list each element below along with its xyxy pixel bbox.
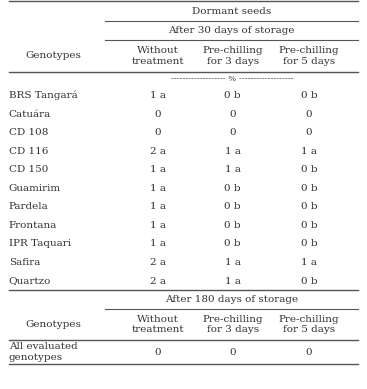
Text: ------------------- % -------------------: ------------------- % ------------------… (171, 75, 293, 83)
Text: Pardela: Pardela (9, 202, 48, 211)
Text: After 30 days of storage: After 30 days of storage (168, 26, 295, 35)
Text: 1 a: 1 a (150, 202, 166, 211)
Text: Dormant seeds: Dormant seeds (192, 7, 271, 16)
Text: Pre-chilling
for 5 days: Pre-chilling for 5 days (279, 46, 339, 65)
Text: 1 a: 1 a (150, 240, 166, 249)
Text: 1 a: 1 a (150, 184, 166, 193)
Text: Frontana: Frontana (9, 221, 57, 230)
Text: 2 a: 2 a (150, 258, 166, 267)
Text: 0: 0 (155, 128, 161, 137)
Text: 0 b: 0 b (301, 165, 317, 174)
Text: 0: 0 (306, 128, 312, 137)
Text: 0: 0 (306, 110, 312, 119)
Text: After 180 days of storage: After 180 days of storage (165, 295, 298, 304)
Text: 0: 0 (229, 348, 236, 357)
Text: Genotypes: Genotypes (25, 320, 81, 329)
Text: Pre-chilling
for 3 days: Pre-chilling for 3 days (202, 46, 263, 65)
Text: 0 b: 0 b (301, 91, 317, 100)
Text: 0: 0 (306, 348, 312, 357)
Text: 0: 0 (155, 348, 161, 357)
Text: 0: 0 (155, 110, 161, 119)
Text: 0 b: 0 b (224, 184, 241, 193)
Text: 1 a: 1 a (301, 147, 317, 156)
Text: 0 b: 0 b (224, 91, 241, 100)
Text: 0 b: 0 b (301, 202, 317, 211)
Text: 2 a: 2 a (150, 147, 166, 156)
Text: 2 a: 2 a (150, 277, 166, 286)
Text: 0 b: 0 b (301, 240, 317, 249)
Text: 1 a: 1 a (225, 258, 241, 267)
Text: Catuára: Catuára (9, 110, 51, 119)
Text: Without
treatment: Without treatment (132, 315, 184, 335)
Text: 1 a: 1 a (225, 277, 241, 286)
Text: Genotypes: Genotypes (25, 51, 81, 60)
Text: 0 b: 0 b (224, 221, 241, 230)
Text: 0 b: 0 b (301, 184, 317, 193)
Text: Pre-chilling
for 3 days: Pre-chilling for 3 days (202, 315, 263, 335)
Text: CD 116: CD 116 (9, 147, 48, 156)
Text: 1 a: 1 a (150, 91, 166, 100)
Text: CD 108: CD 108 (9, 128, 48, 137)
Text: 0 b: 0 b (301, 277, 317, 286)
Text: 0: 0 (229, 128, 236, 137)
Text: 0 b: 0 b (224, 202, 241, 211)
Text: BRS Tangará: BRS Tangará (9, 91, 77, 100)
Text: 0 b: 0 b (224, 240, 241, 249)
Text: 1 a: 1 a (150, 165, 166, 174)
Text: CD 150: CD 150 (9, 165, 48, 174)
Text: Pre-chilling
for 5 days: Pre-chilling for 5 days (279, 315, 339, 335)
Text: Guamirim: Guamirim (9, 184, 61, 193)
Text: Without
treatment: Without treatment (132, 46, 184, 65)
Text: 1 a: 1 a (150, 221, 166, 230)
Text: 0: 0 (229, 110, 236, 119)
Text: Safira: Safira (9, 258, 40, 267)
Text: 1 a: 1 a (225, 165, 241, 174)
Text: Quartzo: Quartzo (9, 277, 51, 286)
Text: 0 b: 0 b (301, 221, 317, 230)
Text: 1 a: 1 a (301, 258, 317, 267)
Text: All evaluated
genotypes: All evaluated genotypes (9, 342, 77, 362)
Text: IPR Taquari: IPR Taquari (9, 240, 71, 249)
Text: 1 a: 1 a (225, 147, 241, 156)
